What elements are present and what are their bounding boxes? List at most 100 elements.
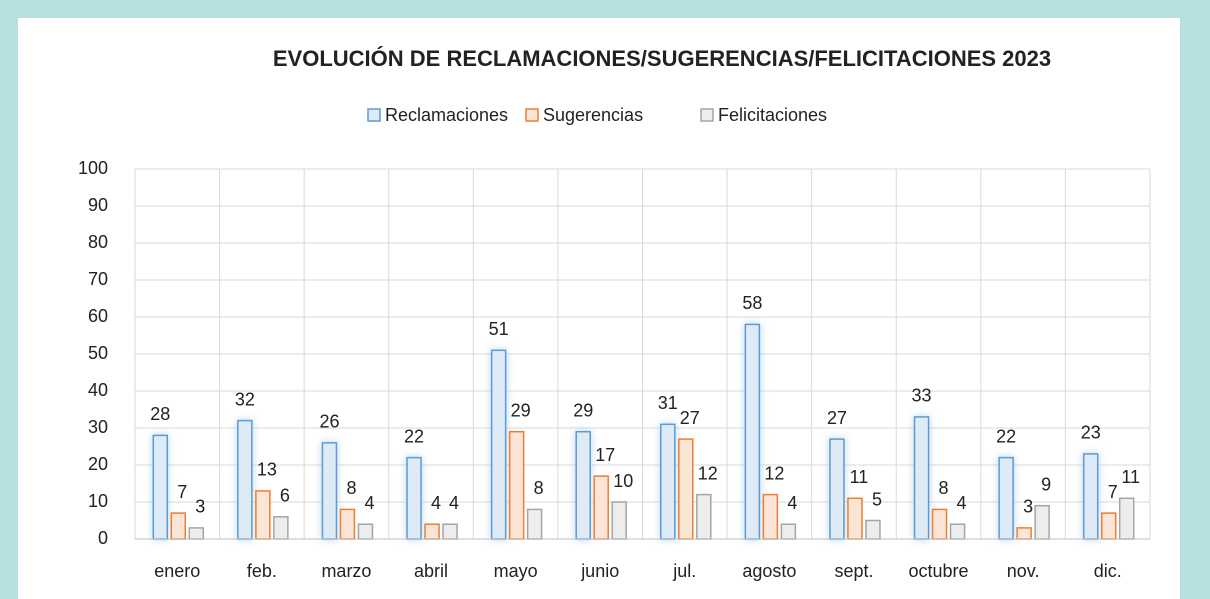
value-label: 31 xyxy=(658,393,678,413)
bar xyxy=(1100,512,1117,540)
value-label: 9 xyxy=(1041,474,1051,494)
value-label: 22 xyxy=(996,426,1016,446)
bar xyxy=(998,456,1014,540)
value-label: 6 xyxy=(280,486,290,506)
bar xyxy=(1082,453,1099,540)
y-tick-label: 10 xyxy=(88,491,108,511)
bar xyxy=(931,508,948,540)
value-label: 29 xyxy=(511,400,531,420)
bar xyxy=(575,430,591,540)
x-tick-label: marzo xyxy=(321,561,371,581)
value-label: 27 xyxy=(827,408,847,428)
value-label: 28 xyxy=(150,404,170,424)
value-label: 11 xyxy=(850,467,869,487)
bar xyxy=(273,516,289,540)
bar xyxy=(442,523,458,540)
value-label: 8 xyxy=(939,478,949,498)
x-tick-label: dic. xyxy=(1094,561,1122,581)
bar xyxy=(847,497,863,540)
value-label: 5 xyxy=(872,489,882,509)
bar xyxy=(829,438,845,540)
y-tick-label: 100 xyxy=(78,158,108,178)
value-label: 10 xyxy=(613,471,633,491)
value-label: 12 xyxy=(698,463,718,483)
bar xyxy=(1118,497,1135,540)
x-tick-label: mayo xyxy=(494,561,538,581)
x-tick-label: agosto xyxy=(742,561,796,581)
legend-swatch xyxy=(700,108,714,122)
y-tick-label: 90 xyxy=(88,195,108,215)
x-tick-label: sept. xyxy=(834,561,873,581)
bar xyxy=(406,456,422,540)
value-label: 4 xyxy=(787,493,797,513)
value-label: 33 xyxy=(912,386,932,406)
value-label: 3 xyxy=(1023,497,1033,517)
chart-title: EVOLUCIÓN DE RECLAMACIONES/SUGERENCIAS/F… xyxy=(273,46,1051,71)
value-label: 27 xyxy=(680,408,700,428)
y-tick-label: 60 xyxy=(88,306,108,326)
value-label: 13 xyxy=(257,460,277,480)
value-label: 29 xyxy=(573,400,593,420)
value-label: 4 xyxy=(449,493,459,513)
legend-label: Felicitaciones xyxy=(718,105,827,125)
bar xyxy=(1034,504,1050,540)
x-tick-label: junio xyxy=(580,561,619,581)
bar xyxy=(255,490,271,540)
legend-label: Reclamaciones xyxy=(385,105,508,125)
value-label: 4 xyxy=(431,493,441,513)
value-label: 26 xyxy=(319,412,339,432)
y-tick-label: 20 xyxy=(88,454,108,474)
value-label: 51 xyxy=(489,319,509,339)
x-tick-label: octubre xyxy=(909,561,969,581)
bar xyxy=(508,430,525,540)
bar xyxy=(526,508,543,540)
legend-swatch xyxy=(367,108,381,122)
bar xyxy=(593,475,609,540)
bar xyxy=(424,523,440,540)
value-label: 32 xyxy=(235,389,255,409)
x-tick-label: enero xyxy=(154,561,200,581)
value-label: 8 xyxy=(534,478,544,498)
value-label: 58 xyxy=(742,293,762,313)
y-tick-label: 30 xyxy=(88,417,108,437)
y-tick-label: 50 xyxy=(88,343,108,363)
bar xyxy=(949,523,966,540)
value-label: 23 xyxy=(1081,423,1101,443)
x-tick-label: feb. xyxy=(247,561,277,581)
bar xyxy=(678,438,694,540)
bar xyxy=(762,493,779,540)
y-tick-label: 70 xyxy=(88,269,108,289)
bar xyxy=(188,527,205,540)
x-tick-label: jul. xyxy=(672,561,696,581)
x-tick-label: nov. xyxy=(1007,561,1040,581)
bar xyxy=(660,423,676,540)
bar xyxy=(490,349,507,540)
legend-label: Sugerencias xyxy=(543,105,643,125)
x-tick-label: abril xyxy=(414,561,448,581)
value-label: 22 xyxy=(404,426,424,446)
value-label: 3 xyxy=(195,497,205,517)
bar xyxy=(152,434,169,540)
value-label: 7 xyxy=(1108,482,1118,502)
bar xyxy=(237,419,253,540)
bar xyxy=(744,323,761,540)
value-label: 7 xyxy=(177,482,187,502)
bar xyxy=(339,508,356,540)
bar xyxy=(321,442,338,540)
legend-swatch xyxy=(525,108,539,122)
value-label: 12 xyxy=(764,463,784,483)
y-tick-label: 40 xyxy=(88,380,108,400)
value-label: 4 xyxy=(957,493,967,513)
bar xyxy=(170,512,187,540)
bar xyxy=(913,416,930,540)
bar xyxy=(1016,527,1032,540)
y-tick-label: 0 xyxy=(98,528,108,548)
bar xyxy=(696,493,712,540)
bar xyxy=(357,523,374,540)
value-label: 4 xyxy=(364,493,374,513)
bar xyxy=(780,523,797,540)
y-tick-label: 80 xyxy=(88,232,108,252)
bar xyxy=(865,519,881,540)
value-label: 17 xyxy=(595,445,615,465)
